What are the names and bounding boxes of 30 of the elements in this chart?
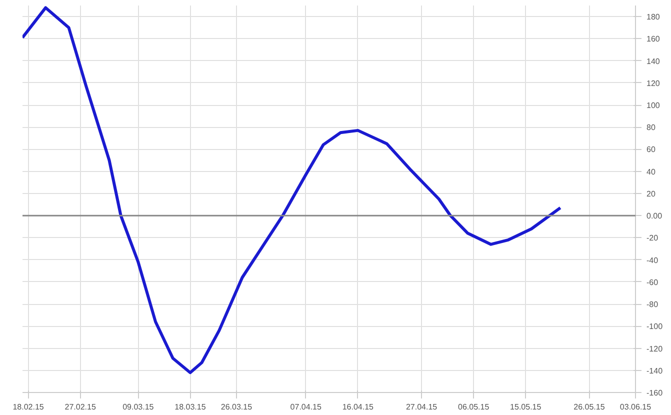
- x-tick-label: 15.05.15: [510, 402, 542, 412]
- y-tick-label: 0.00: [646, 212, 663, 221]
- y-tick-label: -40: [646, 256, 659, 265]
- x-tick-label: 09.03.15: [122, 402, 154, 412]
- y-tick-label: -140: [646, 366, 664, 376]
- y-tick-label: 120: [646, 78, 660, 88]
- x-tick-label: 18.03.15: [174, 402, 206, 412]
- y-tick-label: -100: [646, 322, 664, 332]
- y-tick-label: 60: [646, 145, 656, 154]
- y-tick-label: -60: [646, 278, 659, 287]
- y-tick-label: 180: [646, 12, 660, 22]
- y-tick-label: 80: [646, 123, 656, 132]
- y-tick-label: -160: [646, 388, 664, 398]
- x-tick-label: 16.04.15: [342, 402, 374, 412]
- y-tick-label: -120: [646, 344, 664, 354]
- x-tick-label: 26.03.15: [220, 402, 253, 412]
- y-tick-label: -80: [646, 300, 659, 310]
- x-tick-label: 27.04.15: [406, 402, 438, 412]
- y-tick-label: 40: [646, 167, 656, 176]
- y-tick-label: 100: [646, 101, 660, 110]
- x-tick-label: 18.02.15: [12, 402, 44, 412]
- y-tick-label: 160: [646, 34, 660, 44]
- y-tick-label: -20: [646, 234, 659, 243]
- x-tick-label: 03.06.15: [620, 402, 652, 412]
- x-tick-label: 06.05.15: [458, 402, 490, 412]
- y-tick-label: 20: [646, 189, 656, 198]
- y-tick-label: 140: [646, 56, 660, 66]
- x-tick-label: 26.05.15: [574, 402, 606, 412]
- x-tick-label: 07.04.15: [290, 402, 322, 412]
- x-tick-label: 27.02.15: [64, 402, 96, 412]
